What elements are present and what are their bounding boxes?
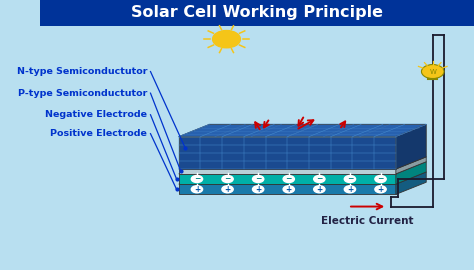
Text: −: − [194,174,200,184]
Polygon shape [179,162,426,174]
Polygon shape [179,137,396,169]
Circle shape [344,176,356,183]
Text: −: − [347,174,353,184]
FancyBboxPatch shape [40,0,474,26]
Circle shape [283,186,294,193]
Polygon shape [396,172,426,194]
Text: Solar Cell Working Principle: Solar Cell Working Principle [131,5,383,20]
Text: Positive Electrode: Positive Electrode [50,129,147,138]
Circle shape [191,186,202,193]
Circle shape [253,186,264,193]
Polygon shape [179,169,396,174]
Text: +: + [286,185,292,194]
Circle shape [421,65,444,79]
Polygon shape [179,174,396,184]
Polygon shape [396,162,426,184]
Text: P-type Semiconductutor: P-type Semiconductutor [18,89,147,98]
Text: −: − [224,174,231,184]
Polygon shape [179,124,426,137]
Circle shape [222,186,233,193]
Polygon shape [179,172,426,184]
Text: +: + [316,185,322,194]
Text: Negative Electrode: Negative Electrode [45,110,147,119]
Circle shape [222,176,233,183]
Text: Electric Current: Electric Current [321,216,414,226]
Circle shape [253,176,264,183]
Text: N-type Semiconductutor: N-type Semiconductutor [17,67,147,76]
Circle shape [375,176,386,183]
Text: +: + [224,185,231,194]
Polygon shape [396,157,426,174]
Text: +: + [194,185,200,194]
Text: +: + [377,185,383,194]
Circle shape [344,186,356,193]
Circle shape [213,31,240,48]
Circle shape [314,176,325,183]
Polygon shape [179,157,426,169]
Circle shape [314,186,325,193]
Circle shape [191,176,202,183]
Text: −: − [285,174,292,184]
Text: +: + [347,185,353,194]
Circle shape [375,186,386,193]
Text: W: W [429,69,436,75]
Text: +: + [255,185,261,194]
Text: −: − [316,174,322,184]
Text: −: − [255,174,261,184]
Text: −: − [377,174,384,184]
Polygon shape [179,184,396,194]
Circle shape [283,176,294,183]
Polygon shape [396,124,426,169]
